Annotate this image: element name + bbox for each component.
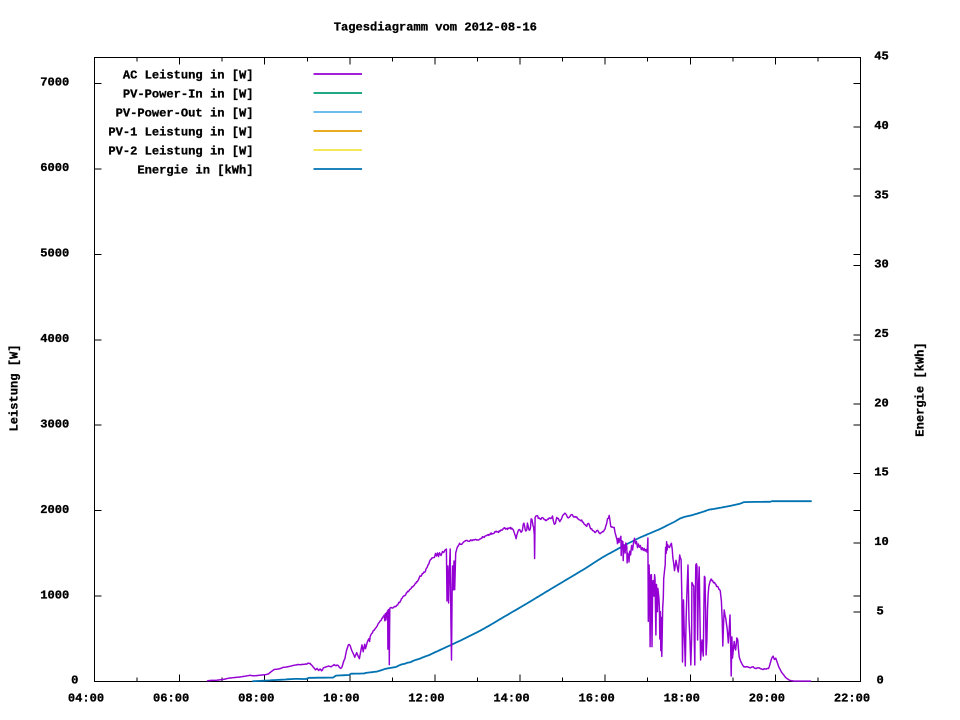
- svg-text:22:00: 22:00: [834, 692, 870, 706]
- svg-text:45: 45: [874, 50, 889, 64]
- svg-text:08:00: 08:00: [238, 692, 274, 706]
- svg-text:20: 20: [874, 396, 889, 410]
- svg-text:40: 40: [874, 119, 889, 133]
- svg-text:25: 25: [874, 327, 889, 341]
- svg-text:Energie [kWh]: Energie [kWh]: [914, 342, 928, 436]
- svg-text:20:00: 20:00: [749, 692, 785, 706]
- svg-text:PV-Power-Out in [W]: PV-Power-Out in [W]: [116, 106, 254, 120]
- svg-text:Tagesdiagramm vom 2012-08-16: Tagesdiagramm vom 2012-08-16: [334, 21, 537, 35]
- svg-text:5: 5: [877, 604, 884, 618]
- svg-text:1000: 1000: [40, 588, 69, 602]
- svg-text:PV-Power-In in [W]: PV-Power-In in [W]: [123, 87, 254, 101]
- svg-text:0: 0: [877, 674, 884, 688]
- svg-text:AC Leistung in [W]: AC Leistung in [W]: [123, 68, 254, 82]
- svg-text:7000: 7000: [40, 76, 69, 90]
- svg-text:2000: 2000: [40, 503, 69, 517]
- svg-text:PV-1 Leistung in [W]: PV-1 Leistung in [W]: [108, 125, 253, 139]
- svg-text:06:00: 06:00: [153, 692, 189, 706]
- svg-text:35: 35: [874, 188, 889, 202]
- svg-text:16:00: 16:00: [579, 692, 615, 706]
- svg-text:3000: 3000: [40, 417, 69, 431]
- svg-text:10:00: 10:00: [323, 692, 359, 706]
- svg-text:5000: 5000: [40, 247, 69, 261]
- svg-text:30: 30: [874, 258, 889, 272]
- svg-text:Energie in [kWh]: Energie in [kWh]: [137, 163, 253, 177]
- svg-text:15: 15: [874, 466, 889, 480]
- svg-text:14:00: 14:00: [493, 692, 529, 706]
- svg-text:0: 0: [71, 674, 78, 688]
- svg-text:4000: 4000: [40, 332, 69, 346]
- svg-text:04:00: 04:00: [68, 692, 104, 706]
- svg-text:12:00: 12:00: [408, 692, 444, 706]
- svg-text:6000: 6000: [40, 161, 69, 175]
- svg-text:PV-2 Leistung in [W]: PV-2 Leistung in [W]: [108, 144, 253, 158]
- svg-text:10: 10: [874, 535, 889, 549]
- svg-text:Leistung [W]: Leistung [W]: [8, 344, 22, 431]
- svg-text:18:00: 18:00: [664, 692, 700, 706]
